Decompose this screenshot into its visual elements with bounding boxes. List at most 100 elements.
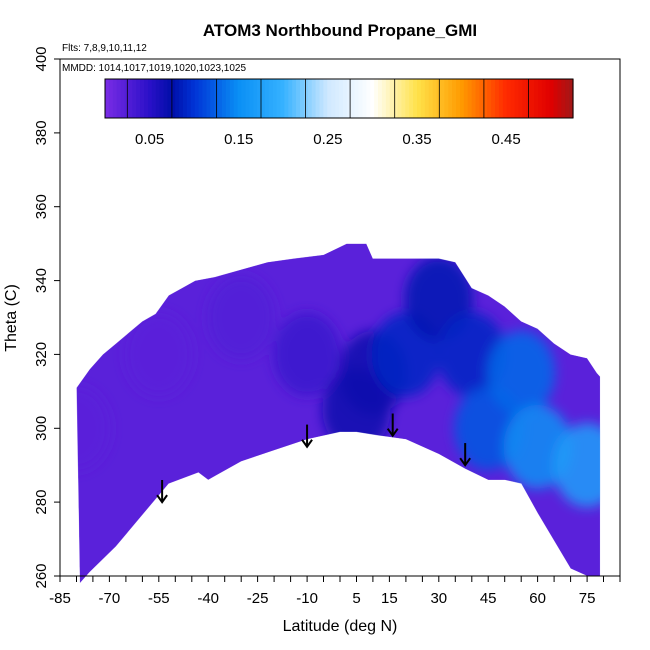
colorbar-segment-90 <box>456 79 461 118</box>
colorbar-segment-109 <box>530 79 535 118</box>
colorbar-segment-45 <box>280 79 285 118</box>
colorbar-segment-113 <box>545 79 551 118</box>
colorbar-segment-63 <box>350 79 356 118</box>
colorbar-segment-35 <box>241 79 246 118</box>
colorbar-segment-74 <box>393 79 399 118</box>
colorbar-segment-91 <box>459 79 465 118</box>
colorbar-segment-4 <box>120 79 126 118</box>
colorbar-segment-86 <box>440 79 445 118</box>
x-tick-label: 5 <box>352 590 360 607</box>
field-blob-0 <box>76 386 111 471</box>
colorbar-segment-23 <box>194 79 200 118</box>
colorbar-segment-1 <box>108 79 114 118</box>
colorbar-segment-40 <box>261 79 266 118</box>
colorbar-segment-46 <box>284 79 289 118</box>
arrow-head <box>301 439 313 449</box>
colorbar-segment-59 <box>335 79 340 118</box>
y-axis-label: Theta (C) <box>3 284 20 352</box>
colorbar-segment-93 <box>467 79 473 118</box>
colorbar-segment-22 <box>190 79 196 118</box>
flights-note: Flts: 7,8,9,10,11,12 <box>62 43 147 54</box>
colorbar-segment-7 <box>132 79 137 118</box>
colorbar-segment-100 <box>495 79 500 118</box>
colorbar-segment-69 <box>374 79 379 118</box>
x-tick-label: -55 <box>148 590 170 607</box>
colorbar-segment-10 <box>144 79 149 118</box>
x-tick-label: 30 <box>430 590 447 607</box>
colorbar-segment-110 <box>534 79 539 118</box>
colorbar-segment-94 <box>471 79 477 118</box>
field-blobs <box>76 257 601 508</box>
colorbar-segment-79 <box>413 79 418 118</box>
y-tick-label: 400 <box>33 46 50 71</box>
colorbar-segment-68 <box>370 79 375 118</box>
colorbar-segment-57 <box>327 79 332 118</box>
x-tick-label: 75 <box>579 590 596 607</box>
colorbar-segment-43 <box>272 79 278 118</box>
colorbar-segment-26 <box>206 79 211 118</box>
colorbar-segment-52 <box>307 79 313 118</box>
colorbar-segment-87 <box>444 79 449 118</box>
colorbar-segment-13 <box>155 79 161 118</box>
x-tick-label: 60 <box>529 590 546 607</box>
colorbar-segment-58 <box>331 79 336 118</box>
colorbar-segment-116 <box>557 79 562 118</box>
y-tick-label: 260 <box>33 563 50 588</box>
colorbar-segment-19 <box>179 79 184 118</box>
colorbar-segment-83 <box>428 79 434 118</box>
colorbar-segment-21 <box>186 79 192 118</box>
colorbar-segment-11 <box>147 79 153 118</box>
colorbar-segment-3 <box>116 79 122 118</box>
x-tick-label: -25 <box>247 590 269 607</box>
colorbar-segment-67 <box>366 79 371 118</box>
field-blob-10 <box>487 330 556 415</box>
field-clip <box>76 243 601 584</box>
colorbar-segment-51 <box>303 79 309 118</box>
colorbar-segment-65 <box>358 79 363 118</box>
colorbar-segment-75 <box>397 79 402 118</box>
colorbar-border <box>104 78 574 119</box>
colorbar-segment-14 <box>159 79 165 118</box>
colorbar-segment-81 <box>420 79 426 118</box>
x-tick-label: -40 <box>197 590 219 607</box>
field-blob-2 <box>207 275 276 360</box>
colorbar-segment-62 <box>346 79 352 118</box>
colorbar-segment-117 <box>561 79 566 118</box>
colorbar-segment-17 <box>171 79 176 118</box>
arrow-head <box>459 457 471 467</box>
colorbar-segment-44 <box>276 79 282 118</box>
colorbar-segment-77 <box>405 79 410 118</box>
colorbar-segment-20 <box>183 79 188 118</box>
colorbar-segment-15 <box>163 79 168 118</box>
field-blob-1 <box>124 312 193 397</box>
colorbar-segment-49 <box>296 79 301 118</box>
colorbar-segment-37 <box>249 79 254 118</box>
colorbar-segment-31 <box>225 79 231 118</box>
colorbar-segment-106 <box>518 79 523 118</box>
colorbar-segment-33 <box>233 79 239 118</box>
colorbar-segment-99 <box>491 79 496 118</box>
colorbar-segment-55 <box>319 79 324 118</box>
colorbar-segment-27 <box>210 79 215 118</box>
y-axis: 260 280 300 320 340 360 380 400 <box>33 46 60 589</box>
colorbar-segment-66 <box>362 79 367 118</box>
colorbar-segment-29 <box>218 79 223 118</box>
field-blob-3 <box>273 312 342 397</box>
y-tick-label: 320 <box>33 342 50 367</box>
colorbar-segment-41 <box>264 79 270 118</box>
arrows <box>156 413 471 504</box>
colorbar-tick-label: 0.15 <box>224 131 253 148</box>
colorbar-segment-64 <box>354 79 360 118</box>
colorbar-segment-105 <box>514 79 519 118</box>
colorbar-segment-85 <box>436 79 441 118</box>
colorbar-segment-8 <box>136 79 141 118</box>
colorbar-segment-0 <box>105 79 110 118</box>
x-axis: -85 -70 -55 -40 -25 -10 5 15 30 45 60 75 <box>49 576 621 607</box>
colorbar-segment-98 <box>487 79 492 118</box>
x-tick-label: 15 <box>381 590 398 607</box>
arrow-head <box>386 428 399 438</box>
colorbar-segment-84 <box>432 79 438 118</box>
colorbar-segment-34 <box>237 79 243 118</box>
colorbar-segment-104 <box>510 79 516 118</box>
y-tick-label: 300 <box>33 416 50 441</box>
